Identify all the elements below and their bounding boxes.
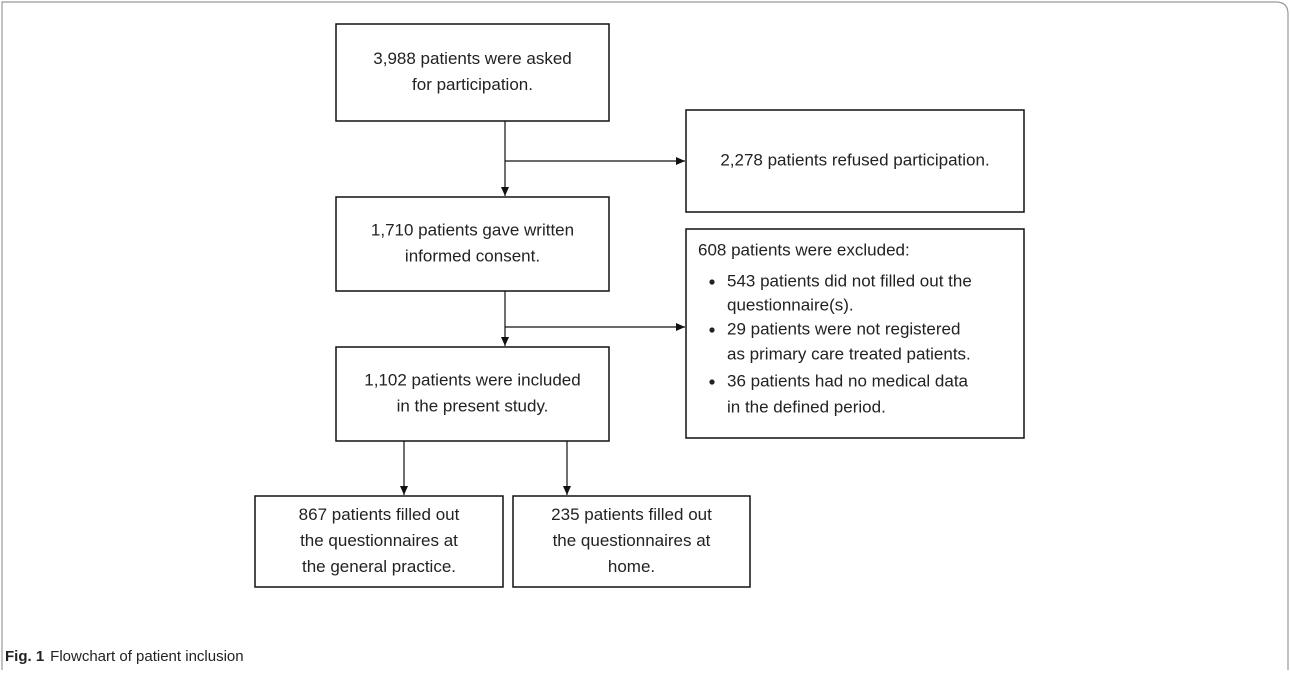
caption-label: Fig. 1 [5,648,44,665]
node-box [335,346,610,442]
node-text: 867 patients filled out [299,505,460,524]
node-text: 1,102 patients were included [364,370,580,389]
node-box [685,109,1025,213]
node-text: home. [608,557,655,576]
bullet [709,279,715,285]
node-box [254,495,504,588]
bullet [709,379,715,385]
node-box [512,495,751,588]
node-text: informed consent. [405,246,540,265]
excluded-item: questionnaire(s). [727,295,854,314]
nodes: 3,988 patients were asked for participati… [254,23,1025,588]
node-text: in the present study. [397,396,549,415]
node-text: for participation. [412,75,533,94]
excluded-title: 608 patients were excluded: [698,240,910,259]
node: 867 patients filled out the questionnaire… [254,495,504,588]
caption: Fig. 1 Flowchart of patient inclusion [5,648,244,665]
excluded-box: 608 patients were excluded: 543 patients… [685,228,1025,439]
node: 2,278 patients refused participation. [685,109,1025,213]
bullet [709,327,715,333]
node: 235 patients filled out the questionnaire… [512,495,751,588]
node-box [685,228,1025,439]
node-text: 3,988 patients were asked [373,49,571,68]
excluded-item: 543 patients did not filled out the [727,271,972,290]
caption-text: Flowchart of patient inclusion [50,648,243,665]
node-text: the questionnaires at [553,531,711,550]
node-text: the general practice. [302,557,456,576]
excluded-item: as primary care treated patients. [727,344,971,363]
node-text: the questionnaires at [300,531,458,550]
node: 1,710 patients gave written informed cons… [335,196,610,292]
node: 1,102 patients were included in the prese… [335,346,610,442]
connectors [400,121,685,495]
node-text: 1,710 patients gave written [371,220,574,239]
excluded-item: 36 patients had no medical data [727,371,969,390]
node: 3,988 patients were asked for participati… [335,23,610,122]
node-text: 2,278 patients refused participation. [720,150,989,169]
node-text: 235 patients filled out [551,505,712,524]
node-box [335,196,610,292]
excluded-item: in the defined period. [727,397,886,416]
node-box [335,23,610,122]
excluded-item: 29 patients were not registered [727,319,960,338]
